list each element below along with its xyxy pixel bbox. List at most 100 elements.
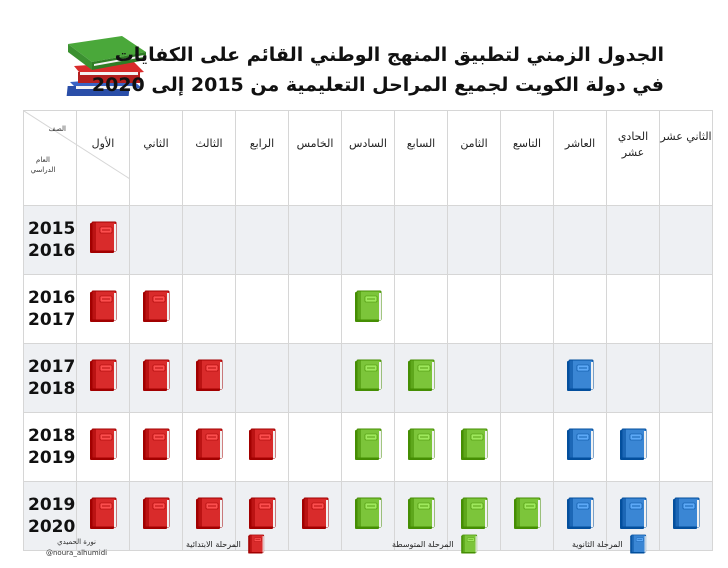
schedule-cell: [182, 412, 236, 482]
schedule-cell: [553, 205, 607, 275]
book-icon: [247, 534, 265, 555]
page-subtitle: في دولة الكويت لجميع المراحل التعليمية م…: [91, 74, 664, 96]
schedule-cell: [606, 343, 660, 413]
schedule-cell: [553, 274, 607, 344]
grade-header: السابع: [394, 110, 448, 206]
schedule-cell: [606, 274, 660, 344]
year-cell: 2016 2017: [23, 274, 77, 344]
book-icon: [141, 290, 171, 324]
schedule-table: الصف العام الدراسي الأول الثاني الثالث ا…: [23, 110, 713, 551]
schedule-cell: [288, 274, 342, 344]
legend-label: المرحلة المتوسطة: [392, 540, 454, 549]
schedule-cell: [447, 412, 501, 482]
book-icon: [141, 359, 171, 393]
year-label: 2019: [28, 495, 76, 515]
book-icon: [194, 428, 224, 462]
schedule-cell: [182, 205, 236, 275]
schedule-cell: [341, 412, 395, 482]
book-icon: [565, 497, 595, 531]
year-row: 2015 2016: [23, 205, 713, 275]
grade-header: الثاني عشر: [659, 110, 713, 206]
book-icon: [406, 497, 436, 531]
legend-primary: المرحلة الابتدائية: [186, 534, 265, 555]
year-cell: 2015 2016: [23, 205, 77, 275]
schedule-cell: [341, 274, 395, 344]
year-row: 2017 2018: [23, 343, 713, 413]
book-icon: [618, 428, 648, 462]
schedule-cell: [394, 412, 448, 482]
schedule-cell: [659, 274, 713, 344]
author-name: نورة الحميدي: [57, 538, 96, 546]
grade-header: الرابع: [235, 110, 289, 206]
schedule-cell: [394, 481, 448, 551]
book-icon: [247, 497, 277, 531]
schedule-cell: [288, 481, 342, 551]
grade-header: الحادي عشر: [606, 110, 660, 206]
schedule-cell: [235, 412, 289, 482]
year-row: 2016 2017: [23, 274, 713, 344]
schedule-cell: [500, 343, 554, 413]
schedule-cell: [447, 274, 501, 344]
book-icon: [300, 497, 330, 531]
schedule-cell: [553, 412, 607, 482]
schedule-cell: [129, 343, 183, 413]
schedule-cell: [288, 412, 342, 482]
schedule-cell: [341, 343, 395, 413]
schedule-cell: [659, 412, 713, 482]
year-label: 2018: [28, 426, 76, 446]
schedule-cell: [659, 481, 713, 551]
book-icon: [353, 428, 383, 462]
grade-header: الخامس: [288, 110, 342, 206]
book-icon: [671, 497, 701, 531]
year-label: 2016: [28, 241, 76, 261]
year-label: 2017: [28, 357, 76, 377]
book-icon: [88, 359, 118, 393]
year-label: 2017: [28, 310, 76, 330]
grade-header: الثامن: [447, 110, 501, 206]
schedule-cell: [447, 343, 501, 413]
book-icon: [406, 428, 436, 462]
year-cell: 2018 2019: [23, 412, 77, 482]
schedule-cell: [129, 274, 183, 344]
grade-header: العاشر: [553, 110, 607, 206]
legend-secondary: المرحلة الثانوية: [572, 534, 647, 555]
book-icon: [88, 497, 118, 531]
book-icon: [512, 497, 542, 531]
grade-header: الأول: [76, 110, 130, 206]
schedule-cell: [394, 343, 448, 413]
grade-header: السادس: [341, 110, 395, 206]
author-handle: @noura_alhumidi: [46, 549, 108, 557]
schedule-cell: [394, 205, 448, 275]
schedule-cell: [235, 205, 289, 275]
book-icon: [459, 428, 489, 462]
schedule-cell: [606, 205, 660, 275]
book-icon: [460, 534, 478, 555]
legend-intermediate: المرحلة المتوسطة: [392, 534, 478, 555]
schedule-cell: [500, 481, 554, 551]
schedule-cell: [288, 205, 342, 275]
schedule-cell: [182, 481, 236, 551]
schedule-cell: [76, 412, 130, 482]
book-icon: [247, 428, 277, 462]
schedule-cell: [235, 274, 289, 344]
year-axis-label: العام الدراسي: [30, 156, 56, 174]
schedule-cell: [235, 343, 289, 413]
diagonal-divider: [24, 111, 130, 179]
grade-header: الثاني: [129, 110, 183, 206]
book-icon: [565, 428, 595, 462]
year-row: 2019 2020: [23, 481, 713, 551]
schedule-cell: [129, 481, 183, 551]
year-cell: 2017 2018: [23, 343, 77, 413]
books-stack-icon: [66, 36, 146, 96]
schedule-cell: [659, 343, 713, 413]
schedule-cell: [606, 412, 660, 482]
book-icon: [194, 497, 224, 531]
year-label: 2018: [28, 379, 76, 399]
author-credit: نورة الحميدي @noura_alhumidi: [46, 537, 107, 559]
book-icon: [353, 290, 383, 324]
schedule-cell: [182, 343, 236, 413]
year-row: 2018 2019: [23, 412, 713, 482]
book-icon: [629, 534, 647, 555]
book-icon: [406, 359, 436, 393]
year-label: 2016: [28, 288, 76, 308]
